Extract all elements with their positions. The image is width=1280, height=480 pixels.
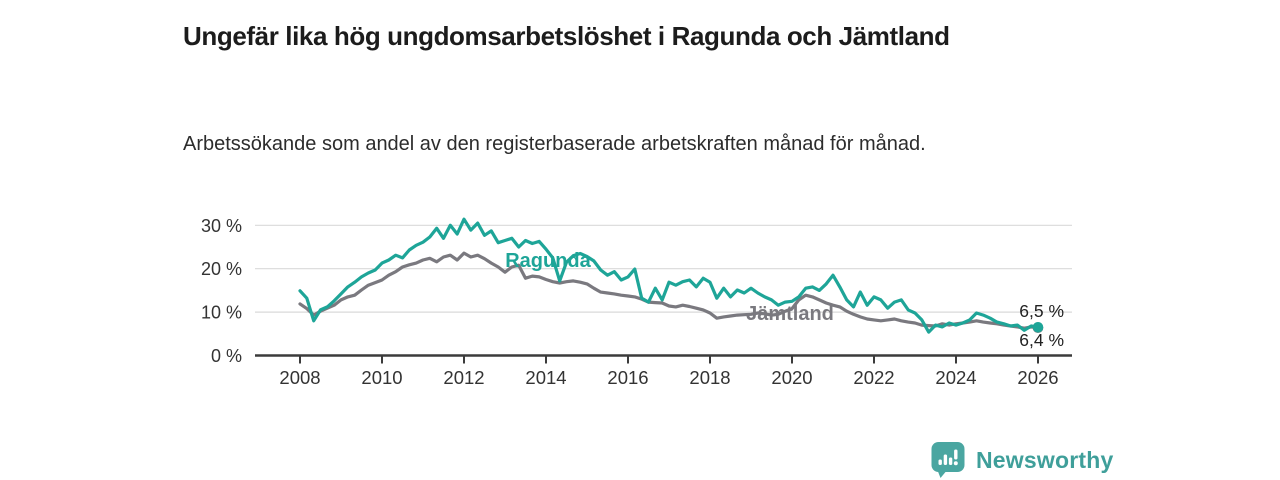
y-tick-label: 20 % xyxy=(201,259,242,279)
x-tick-label: 2018 xyxy=(689,367,730,388)
y-axis: 0 % 10 % 20 % 30 % xyxy=(201,216,1072,366)
line-chart: 0 %10 %20 %30 %2008 2010 2012 2014 2016 2018 2… xyxy=(201,216,1072,388)
jamtland-line xyxy=(298,251,1040,330)
x-tick-label: 2020 xyxy=(771,367,812,388)
x-axis: 2008 2010 2012 2014 2016 2018 2020 2022 2024 2026 xyxy=(279,355,1059,388)
logo-bars-icon xyxy=(938,449,958,466)
ragunda-line xyxy=(298,217,1040,334)
series-end-dot xyxy=(1032,321,1044,333)
y-tick-label: 30 % xyxy=(201,216,242,236)
chart-area: 0 % 10 % 20 % 30 % 2008 2010 2012 2014 2016 2018 2… xyxy=(180,200,1100,400)
x-tick-label: 2016 xyxy=(607,367,648,388)
x-tick-label: 2026 xyxy=(1017,367,1058,388)
series-label: Ragunda xyxy=(505,250,591,272)
x-tick-label: 2014 xyxy=(525,367,566,388)
x-tick-label: 2022 xyxy=(853,367,894,388)
end-value-label: 6,4 % xyxy=(1019,330,1064,350)
chart-title: Ungefär lika hög ungdomsarbetslöshet i R… xyxy=(183,21,950,52)
newsworthy-logo: Newsworthy xyxy=(930,441,1113,479)
y-tick-label: 10 % xyxy=(201,303,242,323)
x-tick-label: 2024 xyxy=(935,367,976,388)
x-tick-label: 2012 xyxy=(443,367,484,388)
chart-subtitle: Arbetssökande som andel av den registerb… xyxy=(183,133,926,155)
end-value-label: 6,5 % xyxy=(1019,301,1064,321)
logo-bubble-tail xyxy=(937,469,948,478)
series-label: Jämtland xyxy=(746,303,834,325)
logo-bubble xyxy=(931,442,965,472)
x-tick-label: 2010 xyxy=(361,367,402,388)
y-tick-label: 0 % xyxy=(211,346,242,366)
newsworthy-logo-text: Newsworthy xyxy=(976,446,1114,473)
x-tick-label: 2008 xyxy=(279,367,320,388)
bar-chart-bubble-icon xyxy=(931,442,965,478)
